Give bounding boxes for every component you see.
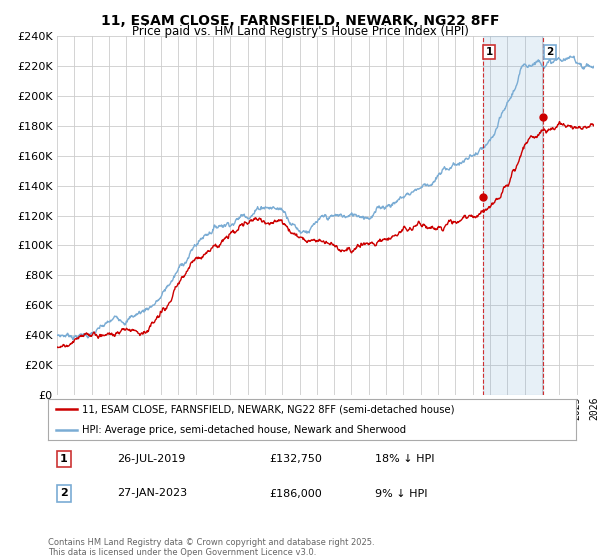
Text: 1: 1 bbox=[485, 47, 493, 57]
Text: £186,000: £186,000 bbox=[270, 488, 323, 498]
Text: 18% ↓ HPI: 18% ↓ HPI bbox=[376, 454, 435, 464]
Text: 2: 2 bbox=[546, 47, 553, 57]
Text: 1: 1 bbox=[60, 454, 68, 464]
Text: Contains HM Land Registry data © Crown copyright and database right 2025.
This d: Contains HM Land Registry data © Crown c… bbox=[48, 538, 374, 557]
Text: 11, ESAM CLOSE, FARNSFIELD, NEWARK, NG22 8FF: 11, ESAM CLOSE, FARNSFIELD, NEWARK, NG22… bbox=[101, 14, 499, 28]
Text: HPI: Average price, semi-detached house, Newark and Sherwood: HPI: Average price, semi-detached house,… bbox=[82, 424, 406, 435]
Text: 26-JUL-2019: 26-JUL-2019 bbox=[116, 454, 185, 464]
Text: 2: 2 bbox=[60, 488, 68, 498]
Text: £132,750: £132,750 bbox=[270, 454, 323, 464]
Text: 9% ↓ HPI: 9% ↓ HPI bbox=[376, 488, 428, 498]
Bar bbox=[483, 36, 544, 395]
Text: 11, ESAM CLOSE, FARNSFIELD, NEWARK, NG22 8FF (semi-detached house): 11, ESAM CLOSE, FARNSFIELD, NEWARK, NG22… bbox=[82, 404, 455, 414]
Text: Price paid vs. HM Land Registry's House Price Index (HPI): Price paid vs. HM Land Registry's House … bbox=[131, 25, 469, 38]
Text: 27-JAN-2023: 27-JAN-2023 bbox=[116, 488, 187, 498]
